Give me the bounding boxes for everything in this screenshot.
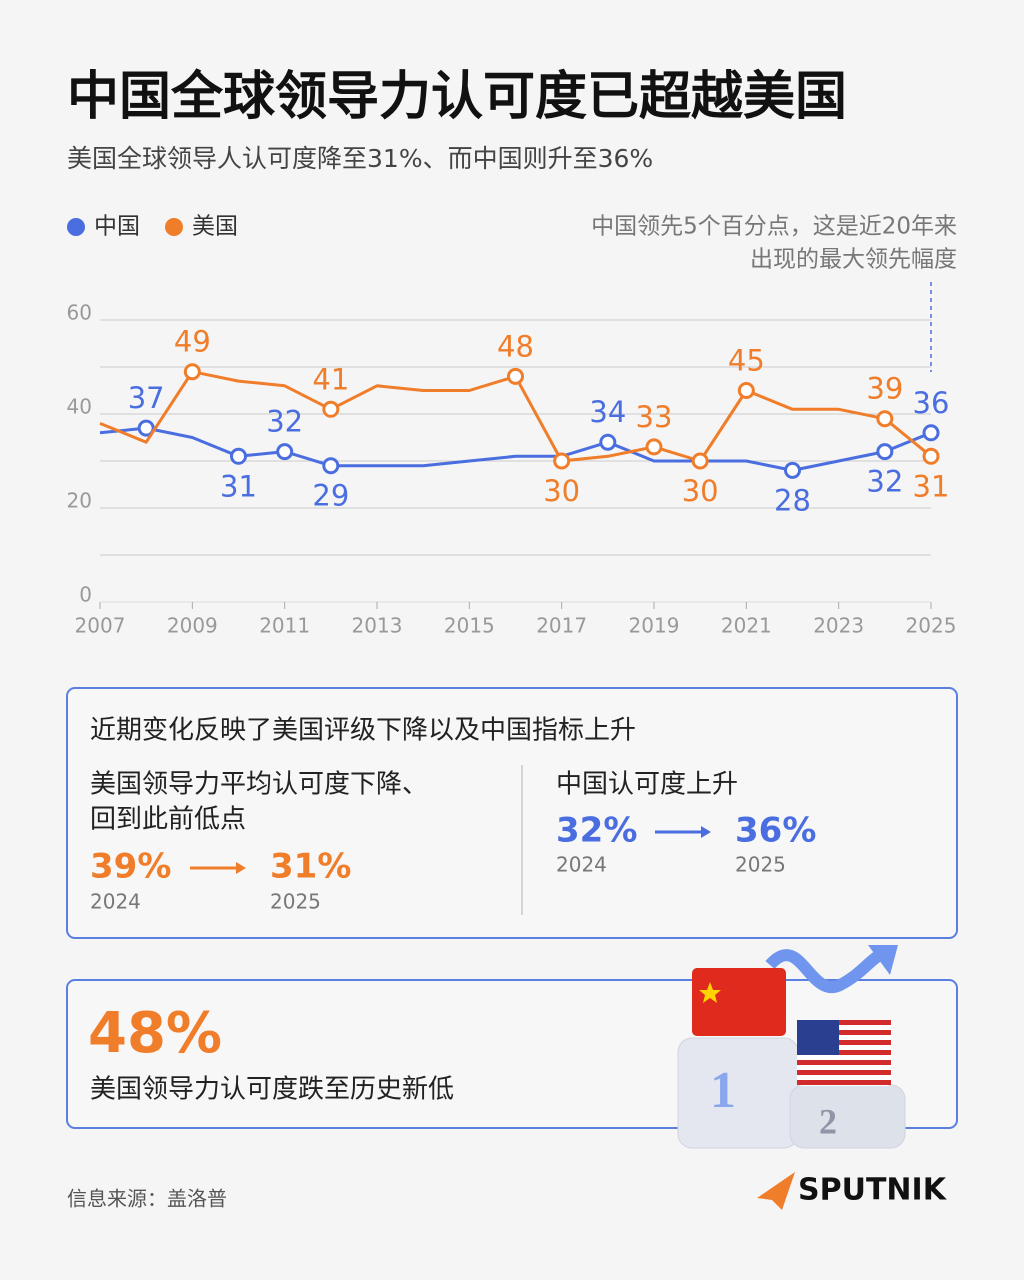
x-tick-label: 2009 [167,614,218,638]
point-marker [322,400,340,418]
data-label: 45 [728,344,765,378]
summary-box [66,687,958,939]
data-label: 34 [589,395,626,429]
podium-illustration: 1 2 [677,945,906,1149]
point-marker [553,452,571,470]
point-marker [137,419,155,437]
summary-text: 美国领导力平均认可度下降、 [90,770,428,800]
data-label: 36 [913,386,950,420]
legend-marker [165,218,183,236]
podium-number: 2 [819,1101,837,1141]
data-label: 41 [312,362,349,396]
record-text: 美国领导力认可度跌至历史新低 [90,1075,454,1105]
title: 中国全球领导力认可度已超越美国 [67,67,847,127]
point-marker [230,447,247,465]
point-marker [876,443,894,461]
flag-canton [797,1020,839,1055]
summary-heading: 近期变化反映了美国评级下降以及中国指标上升 [90,716,636,746]
data-label: 31 [913,469,950,503]
point-marker [876,410,894,428]
year: 2025 [735,853,786,877]
data-label: 31 [220,469,257,503]
legend-marker [67,218,85,236]
x-tick-label: 2015 [444,614,495,638]
flag-stripes [797,1020,891,1085]
trend-arrow [868,945,898,975]
point-marker [784,461,801,479]
summary-text: 中国认可度上升 [556,770,738,800]
stat: 31% [270,847,351,887]
year: 2025 [270,890,321,914]
stat: 36% [735,811,816,851]
annotation: 中国领先5个百分点，这是近20年来 [591,214,957,240]
point-marker [322,457,340,475]
x-tick-label: 2023 [813,614,864,638]
flag-china [692,968,786,1036]
trend-arrow [765,949,884,994]
stat: 32% [556,811,637,851]
data-label: 30 [543,474,580,508]
arrow [701,826,711,838]
data-label: 37 [128,381,165,415]
x-tick-label: 2007 [75,614,126,638]
arrow [236,862,246,874]
podium-block [677,1037,799,1149]
point-marker [183,363,201,381]
data-label: 30 [682,474,719,508]
legend-label: 美国 [192,214,238,240]
data-label: 28 [774,483,811,517]
point-marker [737,382,755,399]
data-label: 48 [497,329,534,363]
podium-number: 1 [710,1062,736,1119]
legend-label: 中国 [94,214,140,240]
year: 2024 [556,853,607,877]
summary-text: 回到此前低点 [90,805,246,835]
x-tick-label: 2011 [259,614,310,638]
data-label: 39 [866,372,903,406]
x-tick-label: 2017 [536,614,587,638]
point-marker [691,452,709,470]
point-marker [922,424,940,442]
chart: 中国 美国 0 20 40 60 2007 2009 2011 2013 2015 2017 2019 2… [67,214,957,638]
y-tick-label: 60 [67,301,92,325]
point-marker [599,433,617,451]
data-label: 29 [312,479,349,513]
subtitle: 美国全球领导人认可度降至31%、而中国则升至36% [67,144,653,173]
x-tick-label: 2025 [906,614,957,638]
annotation: 出现的最大领先幅度 [750,247,957,273]
flag-star [699,982,721,1003]
point-marker [645,438,663,456]
data-label: 33 [636,400,673,434]
x-tick-label: 2019 [629,614,680,638]
x-tick-label: 2021 [721,614,772,638]
record-value: 48% [88,1001,222,1066]
data-label: 32 [266,405,303,439]
stat: 39% [90,847,171,887]
y-tick-label: 20 [67,489,92,513]
y-tick-label: 0 [79,583,92,607]
x-tick-label: 2013 [352,614,403,638]
point-marker [507,367,524,385]
source: 信息来源：盖洛普 [67,1187,227,1211]
logo-mark [757,1172,795,1210]
data-label: 49 [174,325,211,359]
data-label: 32 [866,465,903,499]
point-marker [276,443,294,461]
year: 2024 [90,890,141,914]
y-tick-label: 40 [67,395,92,419]
podium-block [789,1084,906,1149]
point-marker [922,447,940,465]
logo: SPUTNIK [798,1173,948,1208]
